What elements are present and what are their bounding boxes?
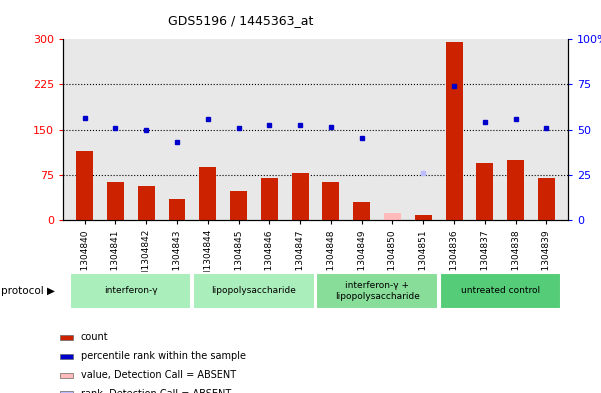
Bar	[415, 215, 432, 220]
Bar	[261, 178, 278, 220]
Bar	[538, 178, 555, 220]
Bar	[168, 199, 186, 220]
Bar	[76, 151, 93, 220]
Bar	[107, 182, 124, 220]
Text: GDS5196 / 1445363_at: GDS5196 / 1445363_at	[168, 14, 313, 27]
Text: percentile rank within the sample: percentile rank within the sample	[81, 351, 246, 361]
Bar	[291, 173, 308, 220]
Text: lipopolysaccharide: lipopolysaccharide	[212, 286, 296, 295]
Bar	[384, 213, 401, 220]
Bar	[138, 186, 154, 220]
Bar	[200, 167, 216, 220]
Text: value, Detection Call = ABSENT: value, Detection Call = ABSENT	[81, 370, 236, 380]
Text: untreated control: untreated control	[460, 286, 540, 295]
Bar	[477, 163, 493, 220]
Bar	[445, 42, 463, 220]
Bar	[507, 160, 524, 220]
Bar	[323, 182, 340, 220]
Bar	[70, 273, 192, 309]
Text: interferon-γ +
lipopolysaccharide: interferon-γ + lipopolysaccharide	[335, 281, 419, 301]
Text: interferon-γ: interferon-γ	[104, 286, 157, 295]
Bar	[317, 273, 438, 309]
Text: rank, Detection Call = ABSENT: rank, Detection Call = ABSENT	[81, 389, 231, 393]
Bar	[194, 273, 314, 309]
Bar	[439, 273, 561, 309]
Bar	[353, 202, 370, 220]
Bar	[230, 191, 247, 220]
Text: protocol ▶: protocol ▶	[1, 286, 55, 296]
Text: count: count	[81, 332, 108, 342]
